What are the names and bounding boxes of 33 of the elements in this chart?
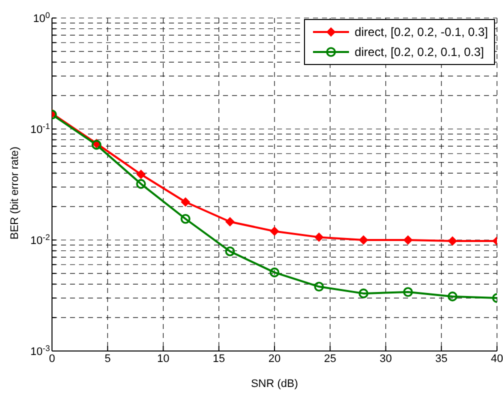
y-axis-title: BER (bit error rate) — [8, 146, 21, 240]
x-tick-label: 30 — [380, 352, 392, 365]
x-tick-label: 5 — [104, 352, 111, 365]
x-tick-label: 40 — [490, 352, 503, 365]
point — [180, 214, 190, 224]
y-tick-label: 10$^{-2}$ — [30, 232, 50, 247]
point — [270, 226, 279, 236]
point — [448, 292, 458, 302]
point — [225, 246, 235, 256]
x-tick-label: 0 — [48, 352, 56, 365]
point — [359, 236, 368, 244]
point — [358, 288, 368, 298]
point — [226, 217, 234, 226]
y-tick-label: 10$^{-3}$ — [30, 344, 50, 358]
x-axis-title: SNR (dB) — [250, 378, 298, 390]
legend-label: direct, [0.2, 0.2, -0.1, 0.3] — [354, 25, 488, 39]
x-tick-label: 35 — [435, 352, 448, 365]
y-tick-label: 10$^{0}$ — [33, 10, 50, 25]
point — [404, 236, 412, 244]
point — [314, 282, 324, 292]
x-tick-label: 10 — [157, 352, 170, 365]
y-tick-label: 10$^{-1}$ — [30, 122, 50, 136]
point — [136, 179, 146, 189]
point — [448, 236, 457, 246]
x-tick-label: 25 — [324, 352, 336, 365]
x-tick-label: 15 — [212, 352, 225, 365]
x-tick-label: 20 — [268, 352, 281, 365]
point — [314, 232, 324, 242]
point — [403, 287, 413, 297]
point — [270, 268, 280, 278]
point — [181, 197, 190, 206]
point — [136, 170, 146, 179]
legend-label: direct, [0.2, 0.2, 0.1, 0.3] — [354, 45, 484, 59]
